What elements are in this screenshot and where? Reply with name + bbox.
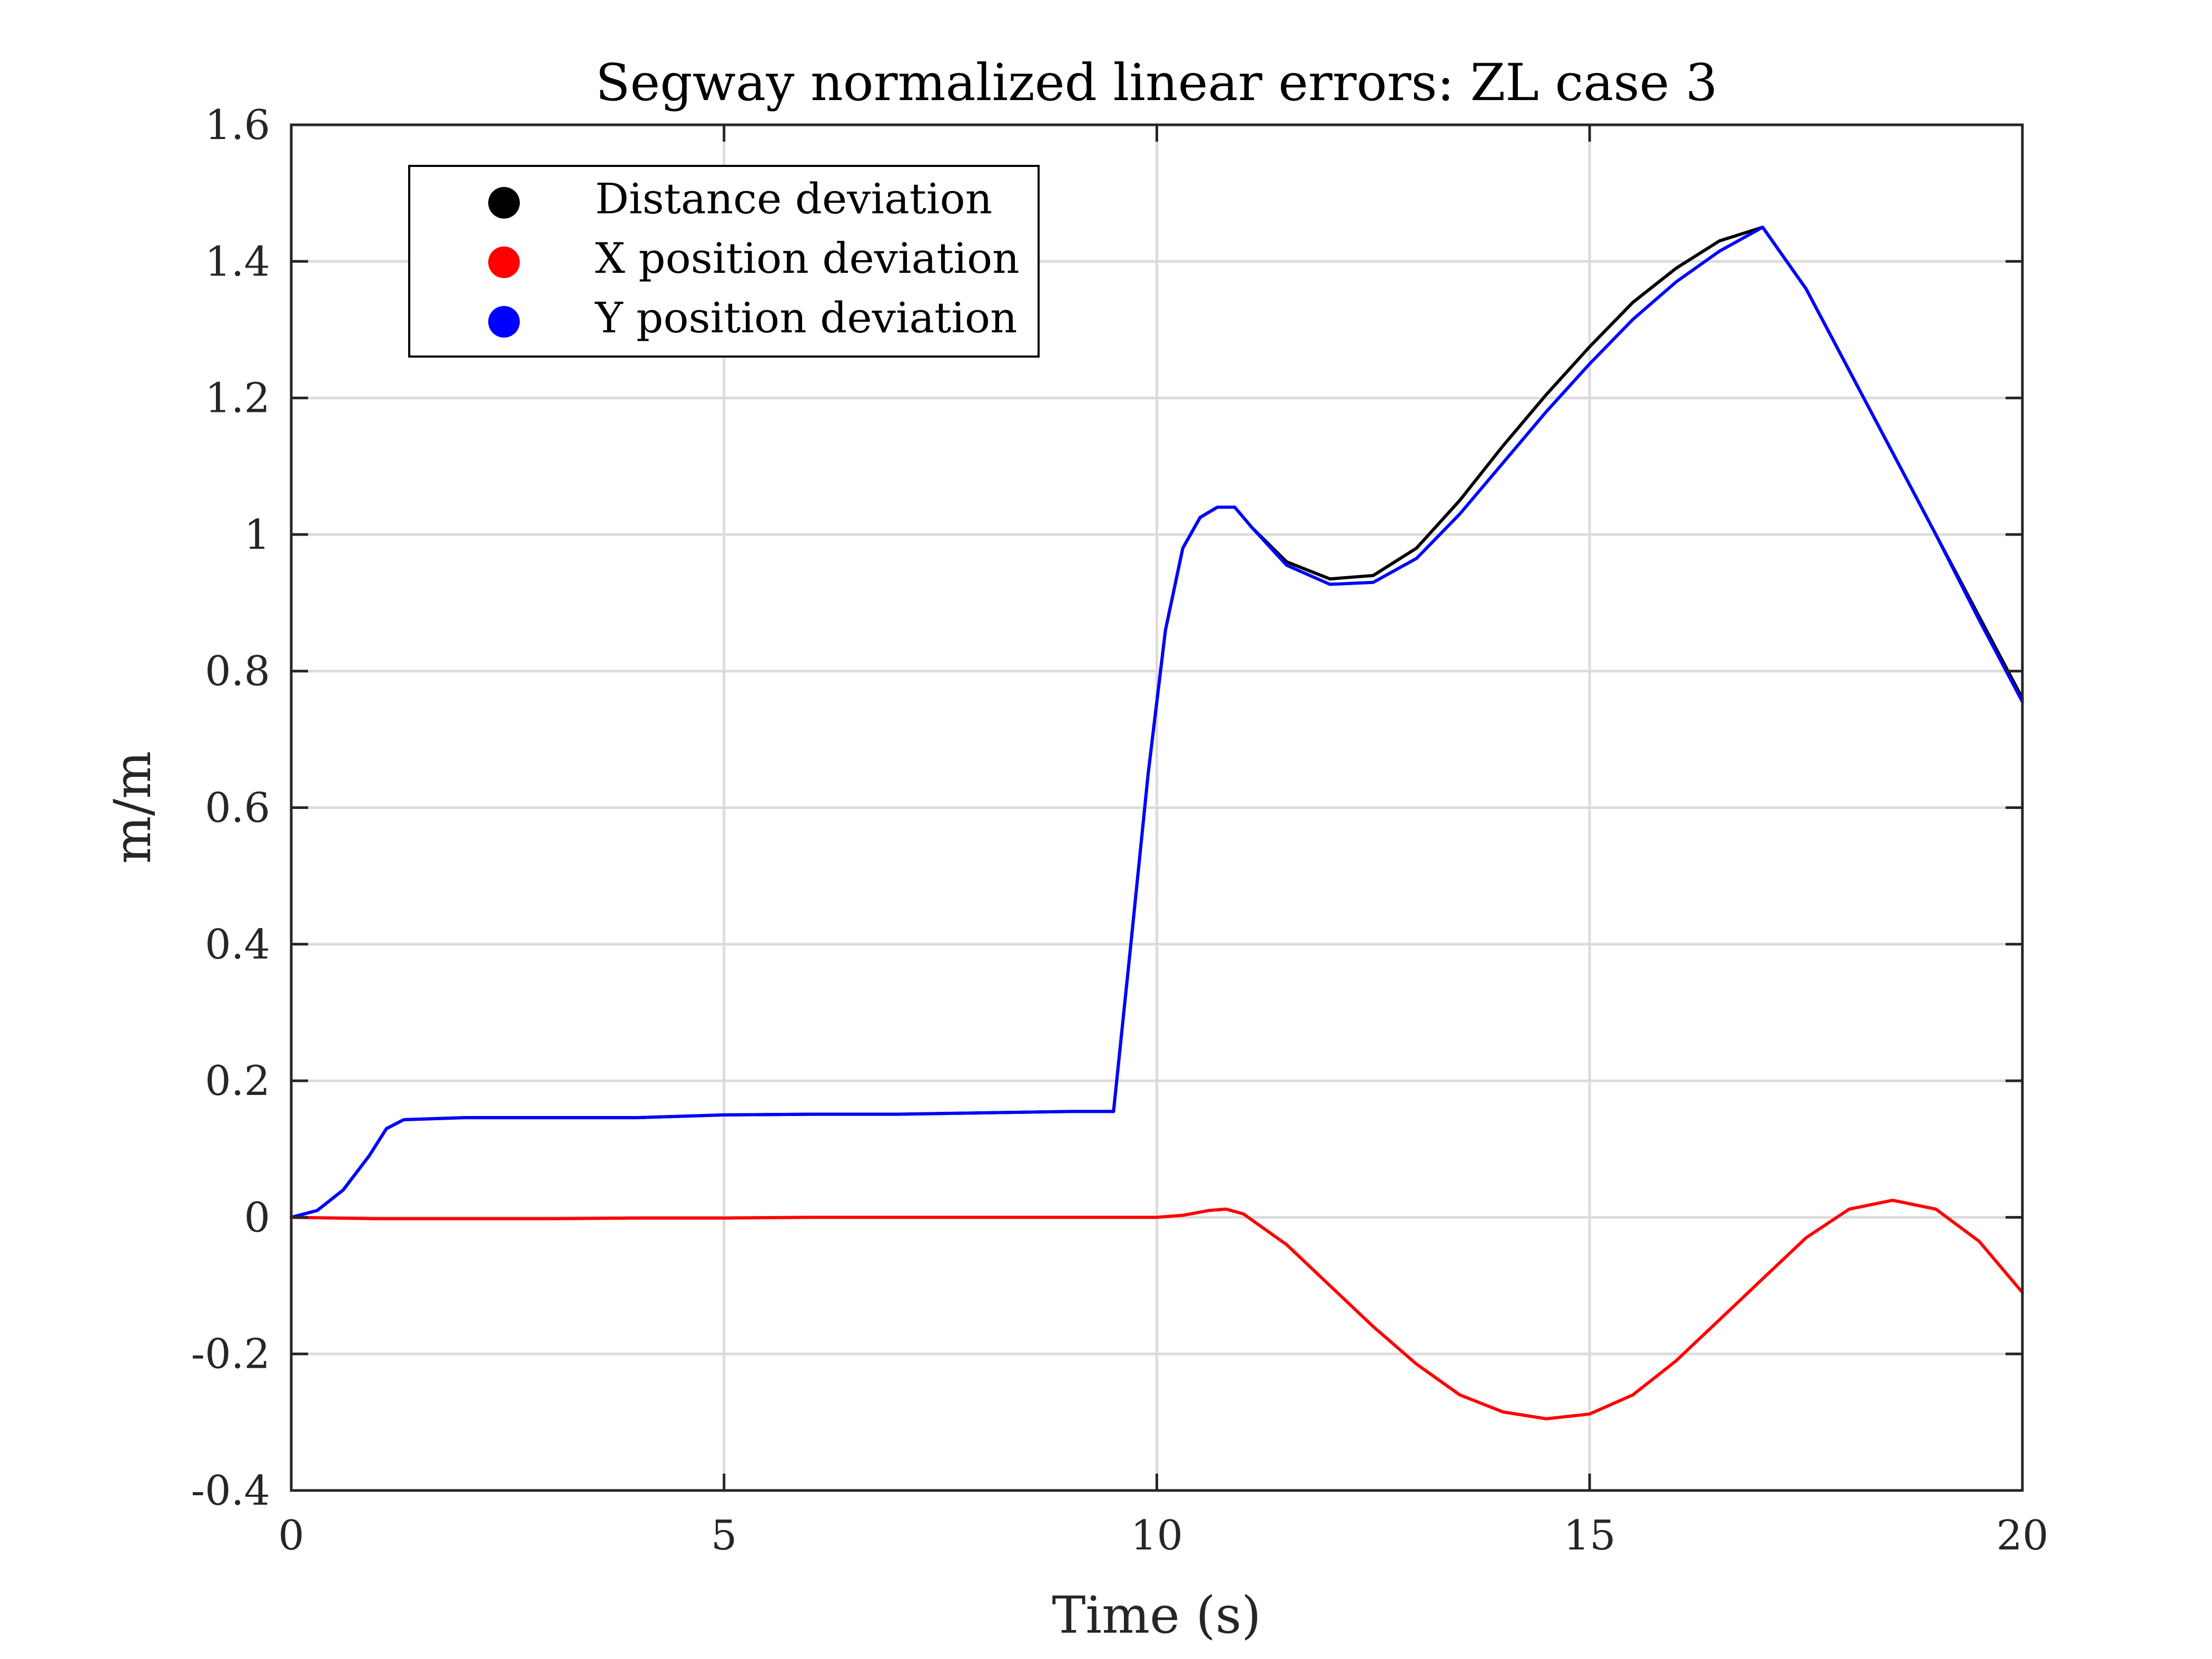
ticks — [290, 123, 2024, 1492]
y-axis-label: m/m — [103, 751, 162, 864]
x-tick-label: 20 — [1996, 1512, 2048, 1559]
y-tick-label: 0 — [244, 1194, 270, 1241]
x-axis-label: Time (s) — [1052, 1586, 1261, 1645]
x-tick-label: 10 — [1131, 1512, 1183, 1559]
legend-marker-x — [488, 246, 520, 278]
x-tick-label: 5 — [711, 1512, 737, 1559]
y-tick-label: -0.2 — [191, 1331, 270, 1378]
y-tick-label: 0.8 — [205, 648, 270, 695]
y-tick-label: 1.2 — [205, 375, 270, 422]
chart-title: Segway normalized linear errors: ZL case… — [596, 53, 1717, 112]
y-tick-label: 0.6 — [205, 785, 270, 832]
legend-marker-y — [488, 306, 520, 338]
y-tick-label: 1 — [244, 511, 270, 559]
legend-marker-distance — [488, 187, 520, 219]
tick-labels: 0 5 10 15 20 -0.4 -0.2 0 0.2 0.4 0.6 0.8 1 1.2 1.4 1.6 — [191, 102, 2049, 1559]
x-tick-label: 0 — [278, 1512, 304, 1559]
y-tick-label: 0.2 — [205, 1058, 270, 1105]
legend-label-distance: Distance deviation — [595, 174, 992, 223]
x-tick-label: 15 — [1564, 1512, 1616, 1559]
series-layer — [290, 225, 2024, 1420]
legend-label-x: X position deviation — [595, 234, 1020, 283]
x-position-deviation-line — [290, 1199, 2024, 1420]
y-tick-label: 0.4 — [205, 921, 270, 969]
y-position-deviation-line — [290, 225, 2024, 1219]
legend-label-y: Y position deviation — [595, 293, 1018, 342]
legend: Distance deviation X position deviation … — [408, 165, 1040, 358]
y-tick-label: 1.4 — [205, 238, 270, 285]
y-tick-label: 1.6 — [205, 102, 270, 149]
y-tick-label: -0.4 — [191, 1467, 270, 1515]
